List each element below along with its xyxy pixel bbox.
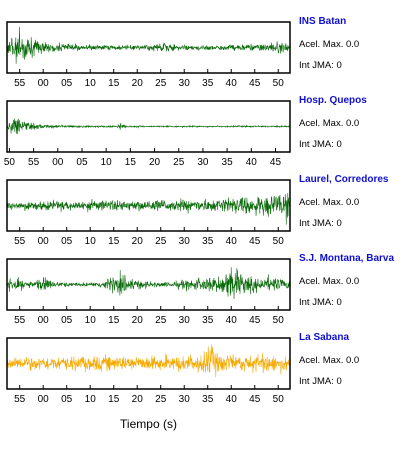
x-tick-label: 25	[173, 157, 185, 168]
station-name: Laurel, Corredores	[299, 174, 389, 185]
x-tick-label: 20	[132, 315, 144, 326]
x-tick-label: 25	[155, 315, 167, 326]
x-ticks: 55 00 05 10 15 20 25 30 35 40 45 50	[14, 227, 284, 247]
x-tick-label: 15	[108, 236, 120, 247]
x-ticks: 50 55 00 05 10 15 20 25 30 35 40 45	[4, 148, 282, 168]
acel-max-label: Acel. Max. 0.0	[299, 355, 359, 366]
acel-max-label: Acel. Max. 0.0	[299, 197, 359, 208]
x-tick-label: 10	[85, 78, 97, 89]
x-tick-label: 10	[85, 236, 97, 247]
x-tick-label: 30	[179, 78, 191, 89]
x-tick-label: 00	[38, 236, 50, 247]
x-tick-label: 50	[273, 236, 285, 247]
x-tick-label: 35	[202, 394, 214, 405]
x-tick-label: 05	[61, 236, 73, 247]
x-tick-label: 15	[108, 394, 120, 405]
x-tick-label: 40	[246, 157, 258, 168]
x-tick-label: 25	[155, 236, 167, 247]
jma-intensity-label: Int JMA: 0	[299, 376, 342, 387]
x-tick-label: 55	[14, 236, 26, 247]
x-tick-label: 45	[249, 78, 261, 89]
x-tick-label: 15	[108, 78, 120, 89]
x-tick-label: 05	[61, 394, 73, 405]
x-tick-label: 45	[249, 394, 261, 405]
x-tick-label: 30	[197, 157, 209, 168]
panel-laurel-corredores: 55 00 05 10 15 20 25 30 35 40 45 50 Laurel, Corredo…	[6, 174, 389, 247]
x-tick-label: 55	[14, 78, 26, 89]
acel-max-label: Acel. Max. 0.0	[299, 39, 359, 50]
plot-frame	[6, 258, 291, 311]
x-ticks: 55 00 05 10 15 20 25 30 35 40 45 50	[14, 385, 284, 405]
x-tick-label: 35	[202, 315, 214, 326]
x-tick-label: 45	[249, 315, 261, 326]
station-name: INS Batan	[299, 16, 346, 27]
x-tick-label: 30	[179, 315, 191, 326]
x-tick-label: 50	[273, 394, 285, 405]
x-tick-label: 05	[61, 315, 73, 326]
x-tick-label: 00	[38, 394, 50, 405]
x-tick-label: 10	[85, 315, 97, 326]
acel-max-label: Acel. Max. 0.0	[299, 276, 359, 287]
x-tick-label: 15	[108, 315, 120, 326]
x-tick-label: 00	[38, 315, 50, 326]
panel-la-sabana: 55 00 05 10 15 20 25 30 35 40 45 50 La Sabana Acel.…	[6, 332, 359, 405]
x-tick-label: 25	[155, 78, 167, 89]
waveform-trace	[6, 26, 291, 64]
x-tick-label: 25	[155, 394, 167, 405]
waveform-trace	[6, 267, 291, 300]
x-tick-label: 10	[85, 394, 97, 405]
plot-frame	[6, 337, 291, 390]
x-ticks: 55 00 05 10 15 20 25 30 35 40 45 50	[14, 69, 284, 89]
jma-intensity-label: Int JMA: 0	[299, 139, 342, 150]
plot-frame	[6, 100, 291, 153]
acel-max-label: Acel. Max. 0.0	[299, 118, 359, 129]
jma-intensity-label: Int JMA: 0	[299, 60, 342, 71]
waveform-trace	[6, 193, 291, 225]
x-tick-label: 40	[226, 315, 238, 326]
x-tick-label: 35	[222, 157, 234, 168]
waveform-trace	[6, 118, 291, 135]
x-ticks: 55 00 05 10 15 20 25 30 35 40 45 50	[14, 306, 284, 326]
x-tick-label: 50	[4, 157, 16, 168]
x-axis-label: Tiempo (s)	[120, 417, 177, 431]
waveform-trace	[6, 344, 291, 378]
plot-frame	[6, 179, 291, 232]
x-tick-label: 00	[38, 78, 50, 89]
x-tick-label: 45	[249, 236, 261, 247]
panel-ins-batan: 55 00 05 10 15 20 25 30 35 40 45 50 INS Batan Acel.…	[6, 16, 359, 89]
x-tick-label: 30	[179, 236, 191, 247]
x-tick-label: 55	[28, 157, 40, 168]
station-name: La Sabana	[299, 332, 349, 343]
panel-hosp-quepos: 50 55 00 05 10 15 20 25 30 35 40 45 Hosp. Quepos Ac…	[4, 95, 367, 168]
x-tick-label: 30	[179, 394, 191, 405]
x-tick-label: 10	[101, 157, 113, 168]
station-name: S.J. Montana, Barva	[299, 253, 394, 264]
station-name: Hosp. Quepos	[299, 95, 367, 106]
x-tick-label: 35	[202, 236, 214, 247]
x-tick-label: 45	[270, 157, 282, 168]
x-tick-label: 40	[226, 78, 238, 89]
x-tick-label: 40	[226, 394, 238, 405]
x-tick-label: 35	[202, 78, 214, 89]
jma-intensity-label: Int JMA: 0	[299, 297, 342, 308]
x-tick-label: 20	[132, 78, 144, 89]
x-tick-label: 05	[61, 78, 73, 89]
x-tick-label: 20	[132, 394, 144, 405]
x-tick-label: 40	[226, 236, 238, 247]
panel-sj-montana-barva: 55 00 05 10 15 20 25 30 35 40 45 50 S.J. Montana, B…	[6, 253, 394, 326]
jma-intensity-label: Int JMA: 0	[299, 218, 342, 229]
x-tick-label: 50	[273, 315, 285, 326]
plot-frame	[6, 21, 291, 74]
x-tick-label: 20	[132, 236, 144, 247]
x-tick-label: 50	[273, 78, 285, 89]
x-tick-label: 55	[14, 315, 26, 326]
x-tick-label: 20	[149, 157, 161, 168]
x-tick-label: 05	[76, 157, 88, 168]
x-tick-label: 00	[52, 157, 64, 168]
x-tick-label: 15	[125, 157, 137, 168]
x-tick-label: 55	[14, 394, 26, 405]
